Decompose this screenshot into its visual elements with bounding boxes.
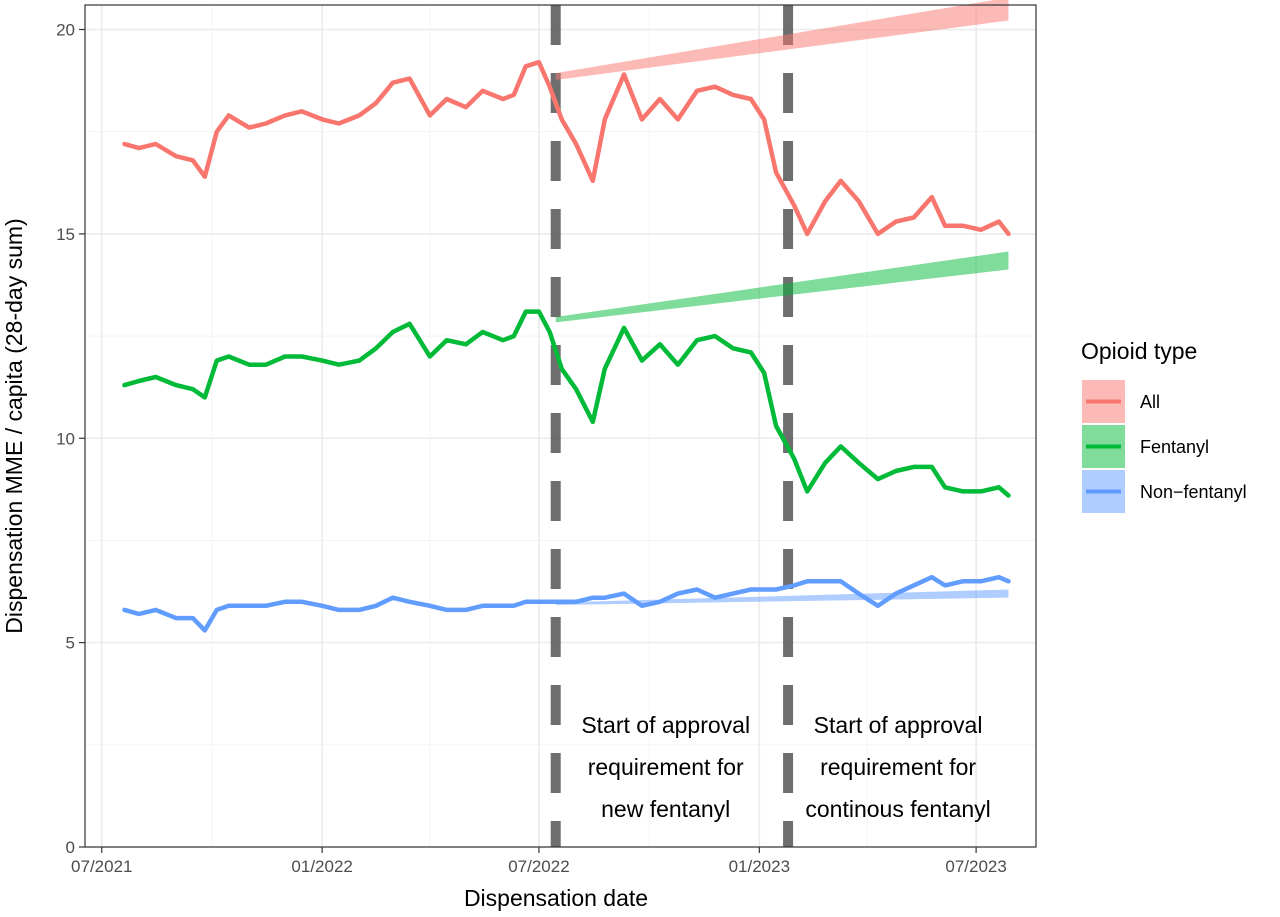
x-tick-label: 07/2021 xyxy=(71,857,132,876)
y-tick-label: 15 xyxy=(56,225,75,244)
y-tick-label: 5 xyxy=(66,634,75,653)
legend-label: Non−fentanyl xyxy=(1140,482,1247,502)
series-line xyxy=(122,59,1011,237)
legend-label: Fentanyl xyxy=(1140,437,1209,457)
annotation-line: new fentanyl xyxy=(601,796,730,822)
annotation-line: requirement for xyxy=(588,754,744,780)
annotation-line: requirement for xyxy=(820,754,976,780)
annotation-line: continous fentanyl xyxy=(805,796,990,822)
legend: Opioid type All Fentanyl Non−fentanyl xyxy=(1081,338,1247,513)
y-tick-label: 20 xyxy=(56,21,75,40)
annotation-line: Start of approval xyxy=(581,712,750,738)
x-tick-label: 01/2022 xyxy=(291,857,352,876)
trend-band xyxy=(555,251,1009,323)
series-line xyxy=(122,574,1011,633)
x-tick-label: 07/2023 xyxy=(945,857,1006,876)
annotation-line: Start of approval xyxy=(814,712,983,738)
plot-panel-border xyxy=(84,4,1037,848)
intervention-annotations: Start of approval requirement for new fent… xyxy=(581,712,990,822)
y-axis: 0 5 10 15 20 xyxy=(56,21,85,857)
x-tick-label: 01/2023 xyxy=(729,857,790,876)
series-lines xyxy=(122,59,1011,633)
x-tick-label: 07/2022 xyxy=(508,857,569,876)
x-axis-title: Dispensation date xyxy=(464,885,648,911)
legend-label: All xyxy=(1140,392,1160,412)
y-axis-title: Dispensation MME / capita (28-day sum) xyxy=(1,218,27,633)
y-tick-label: 0 xyxy=(66,838,75,857)
x-axis: 07/2021 01/2022 07/2022 01/2023 07/2023 xyxy=(71,847,1007,876)
legend-title: Opioid type xyxy=(1081,338,1197,364)
trend-band xyxy=(555,0,1009,80)
series-line xyxy=(122,309,1011,498)
intervention-lines xyxy=(550,5,794,847)
y-tick-label: 10 xyxy=(56,429,75,448)
